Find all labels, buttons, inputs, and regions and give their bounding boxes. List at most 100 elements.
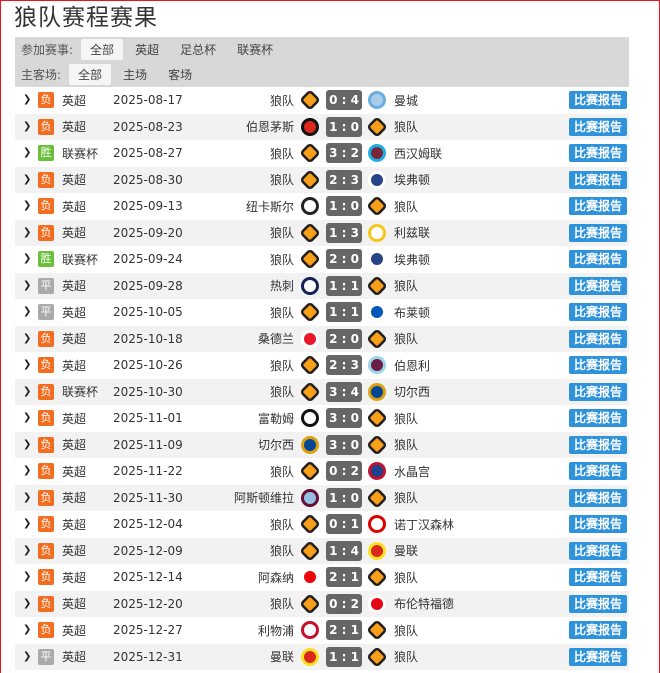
expand-chevron-icon[interactable]: ❯ bbox=[23, 650, 32, 662]
score[interactable]: 2 : 0 bbox=[326, 249, 362, 270]
filter-option-venue-1[interactable]: 主场 bbox=[123, 68, 148, 82]
away-team[interactable]: 布伦特福德 bbox=[394, 597, 455, 612]
expand-chevron-icon[interactable]: ❯ bbox=[23, 120, 32, 132]
match-report-button[interactable]: 比赛报告 bbox=[569, 197, 627, 216]
away-team[interactable]: 利兹联 bbox=[394, 226, 431, 241]
match-report-button[interactable]: 比赛报告 bbox=[569, 170, 627, 189]
expand-chevron-icon[interactable]: ❯ bbox=[23, 200, 32, 212]
match-report-button[interactable]: 比赛报告 bbox=[569, 250, 627, 269]
match-report-button[interactable]: 比赛报告 bbox=[569, 223, 627, 242]
match-report-button[interactable]: 比赛报告 bbox=[569, 488, 627, 507]
home-team[interactable]: 狼队 bbox=[269, 544, 294, 559]
away-team[interactable]: 曼联 bbox=[394, 544, 419, 559]
match-report-button[interactable]: 比赛报告 bbox=[569, 568, 627, 587]
score[interactable]: 0 : 2 bbox=[326, 461, 362, 482]
home-team[interactable]: 曼联 bbox=[269, 650, 294, 665]
expand-chevron-icon[interactable]: ❯ bbox=[23, 147, 32, 159]
score[interactable]: 1 : 1 bbox=[326, 302, 362, 323]
expand-chevron-icon[interactable]: ❯ bbox=[23, 253, 32, 265]
match-report-button[interactable]: 比赛报告 bbox=[569, 621, 627, 640]
expand-chevron-icon[interactable]: ❯ bbox=[23, 306, 32, 318]
score[interactable]: 2 : 1 bbox=[326, 620, 362, 641]
expand-chevron-icon[interactable]: ❯ bbox=[23, 359, 32, 371]
match-report-button[interactable]: 比赛报告 bbox=[569, 356, 627, 375]
match-report-button[interactable]: 比赛报告 bbox=[569, 462, 627, 481]
home-team[interactable]: 利物浦 bbox=[257, 623, 294, 638]
home-team[interactable]: 狼队 bbox=[269, 173, 294, 188]
away-team[interactable]: 埃弗顿 bbox=[394, 252, 431, 267]
away-team[interactable]: 狼队 bbox=[394, 411, 419, 426]
expand-chevron-icon[interactable]: ❯ bbox=[23, 226, 32, 238]
score[interactable]: 0 : 4 bbox=[326, 90, 362, 111]
score[interactable]: 2 : 3 bbox=[326, 355, 362, 376]
home-team[interactable]: 切尔西 bbox=[257, 438, 294, 453]
home-team[interactable]: 伯恩茅斯 bbox=[245, 120, 294, 135]
away-team[interactable]: 西汉姆联 bbox=[394, 146, 443, 161]
match-report-button[interactable]: 比赛报告 bbox=[569, 117, 627, 136]
expand-chevron-icon[interactable]: ❯ bbox=[23, 173, 32, 185]
away-team[interactable]: 布莱顿 bbox=[394, 305, 431, 320]
away-team[interactable]: 狼队 bbox=[394, 623, 419, 638]
away-team[interactable]: 埃弗顿 bbox=[394, 173, 431, 188]
score[interactable]: 1 : 0 bbox=[326, 196, 362, 217]
score[interactable]: 3 : 4 bbox=[326, 381, 362, 402]
match-report-button[interactable]: 比赛报告 bbox=[569, 329, 627, 348]
home-team[interactable]: 狼队 bbox=[269, 464, 294, 479]
match-report-button[interactable]: 比赛报告 bbox=[569, 515, 627, 534]
match-report-button[interactable]: 比赛报告 bbox=[569, 647, 627, 666]
filter-option-competition-0[interactable]: 全部 bbox=[81, 39, 124, 60]
away-team[interactable]: 狼队 bbox=[394, 438, 419, 453]
expand-chevron-icon[interactable]: ❯ bbox=[23, 518, 32, 530]
home-team[interactable]: 狼队 bbox=[269, 93, 294, 108]
away-team[interactable]: 诺丁汉森林 bbox=[394, 517, 455, 532]
home-team[interactable]: 阿斯顿维拉 bbox=[233, 491, 294, 506]
away-team[interactable]: 水晶宫 bbox=[394, 464, 431, 479]
home-team[interactable]: 狼队 bbox=[269, 305, 294, 320]
score[interactable]: 3 : 0 bbox=[326, 434, 362, 455]
score[interactable]: 3 : 0 bbox=[326, 408, 362, 429]
filter-option-competition-1[interactable]: 英超 bbox=[135, 43, 160, 57]
away-team[interactable]: 狼队 bbox=[394, 332, 419, 347]
score[interactable]: 2 : 3 bbox=[326, 169, 362, 190]
expand-chevron-icon[interactable]: ❯ bbox=[23, 385, 32, 397]
match-report-button[interactable]: 比赛报告 bbox=[569, 276, 627, 295]
away-team[interactable]: 切尔西 bbox=[394, 385, 431, 400]
expand-chevron-icon[interactable]: ❯ bbox=[23, 465, 32, 477]
home-team[interactable]: 狼队 bbox=[269, 517, 294, 532]
expand-chevron-icon[interactable]: ❯ bbox=[23, 412, 32, 424]
home-team[interactable]: 狼队 bbox=[269, 252, 294, 267]
match-report-button[interactable]: 比赛报告 bbox=[569, 382, 627, 401]
home-team[interactable]: 狼队 bbox=[269, 146, 294, 161]
away-team[interactable]: 狼队 bbox=[394, 199, 419, 214]
away-team[interactable]: 狼队 bbox=[394, 650, 419, 665]
score[interactable]: 1 : 0 bbox=[326, 116, 362, 137]
home-team[interactable]: 富勒姆 bbox=[257, 411, 294, 426]
filter-option-competition-3[interactable]: 联赛杯 bbox=[237, 43, 274, 57]
expand-chevron-icon[interactable]: ❯ bbox=[23, 438, 32, 450]
expand-chevron-icon[interactable]: ❯ bbox=[23, 571, 32, 583]
score[interactable]: 1 : 0 bbox=[326, 487, 362, 508]
home-team[interactable]: 热刺 bbox=[269, 279, 294, 294]
away-team[interactable]: 狼队 bbox=[394, 570, 419, 585]
expand-chevron-icon[interactable]: ❯ bbox=[23, 332, 32, 344]
match-report-button[interactable]: 比赛报告 bbox=[569, 91, 627, 110]
expand-chevron-icon[interactable]: ❯ bbox=[23, 597, 32, 609]
away-team[interactable]: 伯恩利 bbox=[394, 358, 431, 373]
score[interactable]: 2 : 1 bbox=[326, 567, 362, 588]
score[interactable]: 1 : 1 bbox=[326, 275, 362, 296]
score[interactable]: 0 : 1 bbox=[326, 514, 362, 535]
expand-chevron-icon[interactable]: ❯ bbox=[23, 94, 32, 106]
filter-option-competition-2[interactable]: 足总杯 bbox=[180, 43, 217, 57]
home-team[interactable]: 纽卡斯尔 bbox=[245, 199, 294, 214]
score[interactable]: 1 : 1 bbox=[326, 646, 362, 667]
home-team[interactable]: 桑德兰 bbox=[257, 332, 294, 347]
match-report-button[interactable]: 比赛报告 bbox=[569, 144, 627, 163]
home-team[interactable]: 阿森纳 bbox=[257, 570, 294, 585]
home-team[interactable]: 狼队 bbox=[269, 226, 294, 241]
away-team[interactable]: 曼城 bbox=[394, 93, 419, 108]
expand-chevron-icon[interactable]: ❯ bbox=[23, 624, 32, 636]
score[interactable]: 1 : 3 bbox=[326, 222, 362, 243]
home-team[interactable]: 狼队 bbox=[269, 597, 294, 612]
filter-option-venue-2[interactable]: 客场 bbox=[168, 68, 193, 82]
away-team[interactable]: 狼队 bbox=[394, 120, 419, 135]
